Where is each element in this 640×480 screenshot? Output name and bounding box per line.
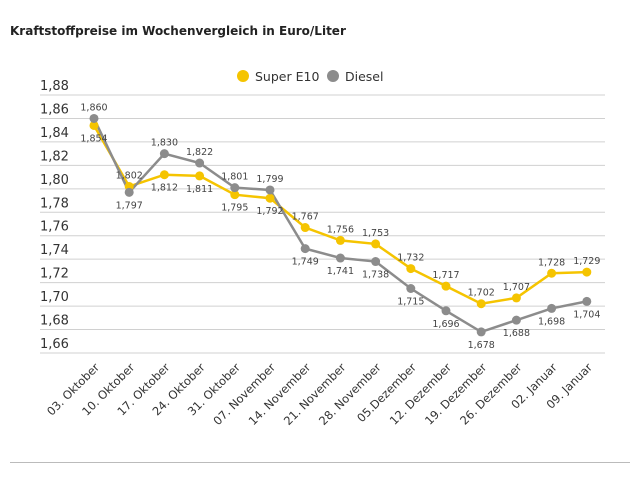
data-label: 1,812	[151, 183, 178, 194]
legend-label: Super E10	[255, 69, 319, 84]
y-tick-label: 1,84	[40, 126, 69, 141]
x-tick-label: 12. Dezember	[387, 360, 455, 428]
data-point	[300, 244, 310, 254]
data-point	[441, 306, 451, 316]
y-tick-label: 1,70	[40, 290, 69, 305]
x-tick-label: 07. November	[210, 360, 278, 428]
x-tick-label: 21. November	[281, 360, 349, 428]
data-point	[89, 113, 99, 123]
data-point	[230, 190, 240, 200]
data-point	[371, 239, 381, 249]
data-point	[511, 315, 521, 325]
y-tick-label: 1,76	[40, 220, 69, 235]
data-label: 1,729	[573, 256, 600, 267]
data-point	[406, 284, 416, 293]
data-label: 1,756	[327, 224, 354, 235]
data-label: 1,753	[362, 228, 389, 239]
divider	[10, 462, 630, 463]
y-tick-label: 1,88	[40, 79, 69, 94]
data-label: 1,698	[538, 316, 565, 327]
data-label: 1,717	[432, 270, 459, 281]
data-label: 1,799	[256, 174, 283, 185]
data-label: 1,728	[538, 257, 565, 268]
data-label: 1,704	[573, 309, 600, 320]
data-label: 1,749	[292, 257, 319, 268]
data-point	[195, 171, 205, 181]
x-tick-label: 28. November	[316, 360, 384, 428]
data-point	[406, 264, 416, 274]
data-label: 1,688	[503, 328, 530, 339]
legend-marker	[327, 70, 339, 82]
data-point	[335, 235, 345, 245]
data-point	[230, 183, 240, 193]
x-tick-label: 26. Dezember	[457, 360, 525, 428]
data-point	[265, 193, 275, 203]
data-label: 1,702	[468, 288, 495, 299]
data-label: 1,792	[256, 206, 283, 217]
data-label: 1,707	[503, 282, 530, 293]
data-point	[476, 327, 486, 337]
data-label: 1,678	[468, 340, 495, 351]
data-label: 1,854	[80, 133, 107, 144]
legend-marker	[237, 70, 249, 82]
data-point	[441, 281, 451, 291]
data-point	[476, 299, 486, 309]
data-label: 1,797	[116, 200, 143, 211]
data-point	[159, 149, 169, 159]
data-point	[371, 257, 381, 267]
data-label: 1,822	[186, 147, 213, 158]
data-point	[124, 187, 134, 197]
data-point	[335, 253, 345, 263]
data-point	[159, 170, 169, 180]
data-label: 1,801	[221, 172, 248, 183]
data-label: 1,741	[327, 266, 354, 277]
y-tick-label: 1,80	[40, 173, 69, 188]
data-label: 1,860	[80, 102, 107, 113]
data-label: 1,696	[432, 319, 459, 330]
y-tick-label: 1,78	[40, 196, 69, 211]
y-tick-label: 1,66	[40, 337, 69, 352]
data-point	[511, 293, 521, 303]
x-tick-label: 19. Dezember	[422, 360, 490, 428]
y-tick-label: 1,82	[40, 149, 69, 164]
data-point	[265, 185, 275, 195]
y-tick-label: 1,86	[40, 102, 69, 117]
x-tick-label: 14. November	[246, 360, 314, 428]
data-label: 1,795	[221, 203, 248, 214]
y-tick-label: 1,72	[40, 267, 69, 282]
data-label: 1,738	[362, 270, 389, 281]
data-point	[547, 268, 557, 278]
chart-title: Kraftstoffpreise im Wochenvergleich in E…	[10, 24, 346, 38]
legend-label: Diesel	[345, 69, 383, 84]
data-label: 1,732	[397, 253, 424, 264]
data-label: 1,767	[292, 212, 319, 223]
y-tick-label: 1,74	[40, 243, 69, 258]
data-point	[300, 223, 310, 233]
data-point	[89, 120, 99, 130]
data-point	[582, 296, 592, 306]
data-label: 1,715	[397, 297, 424, 308]
data-point	[582, 267, 592, 277]
data-label: 1,811	[186, 184, 213, 195]
data-point	[547, 303, 557, 313]
data-label: 1,802	[116, 170, 143, 181]
data-point	[195, 158, 205, 168]
data-label: 1,830	[151, 138, 178, 149]
y-tick-label: 1,68	[40, 314, 69, 329]
